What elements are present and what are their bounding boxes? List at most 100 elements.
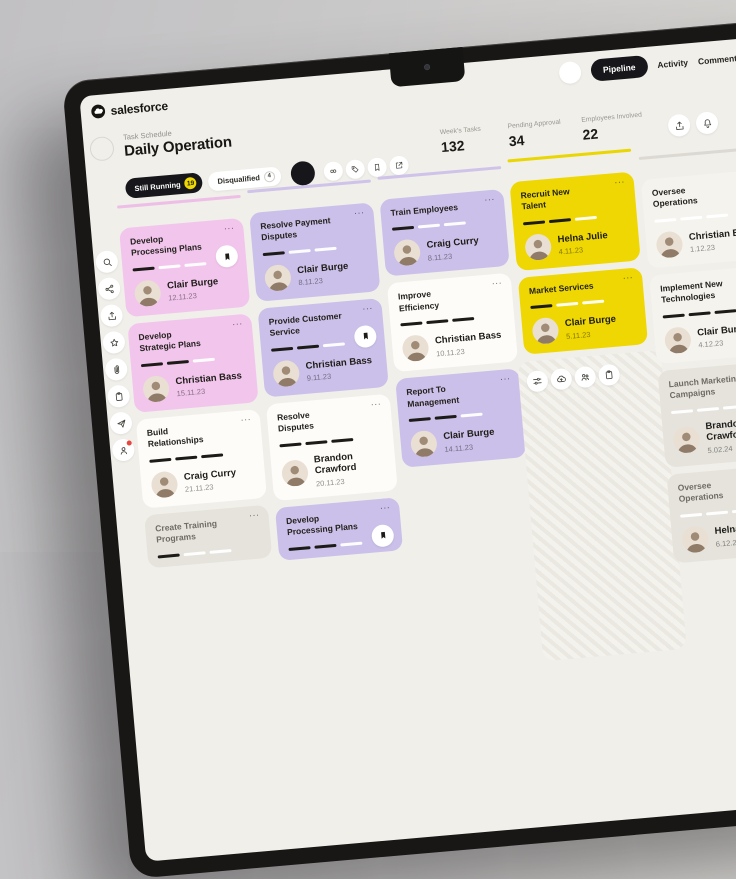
task-card[interactable]: Recruit New Talent ··· Helna Julie 4.11.23: [509, 171, 641, 271]
upload-button[interactable]: [99, 303, 124, 328]
assignee-name: Brandon Crawford: [704, 417, 736, 444]
due-date: 21.11.23: [184, 482, 214, 494]
user-add-button[interactable]: [111, 438, 136, 462]
card-menu-button[interactable]: ···: [223, 222, 235, 234]
assignee-name: Clair Burge: [696, 322, 736, 339]
header-actions: [667, 111, 719, 138]
card-menu-button[interactable]: ···: [248, 509, 260, 521]
bookmark-icon: [372, 162, 382, 172]
tag-button[interactable]: [344, 158, 366, 180]
task-title: Launch Marketing Campaigns: [668, 372, 736, 401]
task-card[interactable]: Develop Processing Plans ···: [274, 496, 404, 561]
star-button[interactable]: [101, 330, 126, 355]
avatar: [681, 524, 710, 554]
users-icon: [579, 371, 591, 383]
task-card[interactable]: Implement New Technologies···Clair Burge…: [649, 264, 736, 365]
avatar: [663, 326, 692, 355]
board-column: Resolve Payment Disputes ··· Clair Burge 8.…: [247, 179, 414, 683]
count-badge: 4: [263, 170, 276, 183]
cloud-icon: [555, 374, 567, 386]
webcam-notch: [388, 46, 466, 88]
task-card[interactable]: Market Services ··· Clair Burge 5.11.23: [517, 267, 649, 356]
assignee-name: Helna Julie: [714, 522, 736, 538]
task-card[interactable]: Create Training Programs ···: [144, 504, 273, 569]
board-column: Oversee Operations···Christian Bass1.12.…: [638, 146, 736, 649]
assignee-row: Christian Bass 15.11.23: [142, 368, 248, 403]
task-card[interactable]: Build Relationships ··· Craig Curry 21.11.2…: [135, 408, 267, 509]
progress-bar: [149, 451, 253, 463]
card-menu-button[interactable]: ···: [361, 302, 374, 314]
task-card[interactable]: Provide Customer Service ··· Christian Bas…: [257, 297, 389, 398]
due-date: 12.11.23: [167, 291, 198, 303]
notifications-button[interactable]: [558, 60, 583, 85]
bookmark-button[interactable]: [353, 324, 378, 349]
stat-value: 34: [508, 131, 526, 150]
task-card[interactable]: Develop Processing Plans ··· Clair Burge 12…: [118, 217, 251, 318]
bookmark-button[interactable]: [370, 523, 395, 548]
task-card[interactable]: Oversee Operations···Christian Bass1.12.…: [640, 169, 736, 269]
sliders-icon: [531, 376, 543, 388]
count-badge: 19: [184, 176, 198, 190]
task-card[interactable]: Report To Management ··· Clair Burge 14.11.…: [395, 368, 527, 469]
bookmark-button[interactable]: [214, 244, 239, 269]
filter-bar: Still Running 19 Disqualified 4: [124, 152, 410, 201]
assignee-row: Brandon Crawford 20.11.23: [280, 448, 388, 491]
assignee-row: Christian Bass 9.11.23: [272, 353, 378, 388]
task-card[interactable]: Develop Strategic Plans ··· Christian Bass…: [127, 313, 259, 413]
card-menu-button[interactable]: ···: [231, 318, 244, 330]
webcam-icon: [423, 63, 431, 71]
clipboard-icon: [603, 369, 615, 381]
bell-button[interactable]: [695, 111, 719, 135]
upload-icon: [106, 310, 118, 322]
progress-bar: [400, 315, 504, 327]
task-card[interactable]: Resolve Payment Disputes ··· Clair Burge 8.…: [249, 202, 381, 302]
card-menu-button[interactable]: ···: [499, 373, 511, 385]
task-card[interactable]: Resolve Disputes ··· Brandon Crawford 20.11…: [265, 393, 398, 501]
link-button[interactable]: [322, 160, 344, 182]
export-button[interactable]: [388, 154, 410, 176]
card-menu-button[interactable]: ···: [483, 193, 496, 205]
task-title: Develop Strategic Plans: [138, 329, 202, 354]
assignee-row: Christian Bass 1.12.23: [655, 224, 736, 259]
paperclip-button[interactable]: [104, 357, 129, 382]
progress-bar: [530, 297, 634, 310]
tab-activity[interactable]: Activity: [656, 57, 689, 71]
upload-icon: [673, 119, 685, 131]
card-menu-button[interactable]: ···: [491, 277, 503, 289]
task-card[interactable]: Launch Marketing Campaigns···Brandon Cra…: [657, 360, 736, 468]
progress-bar: [522, 213, 627, 226]
tab-pipeline[interactable]: Pipeline: [590, 54, 649, 82]
back-button[interactable]: [88, 135, 115, 162]
tab-comments[interactable]: Comments: [697, 52, 736, 67]
send-button[interactable]: [109, 411, 133, 436]
assignee-row: Clair Burge 12.11.23: [133, 272, 240, 308]
task-title: Report To Management: [405, 384, 460, 409]
bookmark-button[interactable]: [366, 156, 388, 178]
share-button[interactable]: [97, 276, 122, 301]
search-button[interactable]: [94, 249, 119, 274]
stat-label: Week's Tasks: [439, 125, 482, 137]
card-menu-button[interactable]: ···: [379, 501, 391, 513]
card-menu-button[interactable]: ···: [353, 207, 365, 219]
clipboard-button[interactable]: [597, 363, 621, 387]
avatar: [263, 263, 292, 292]
card-menu-button[interactable]: ···: [370, 398, 382, 410]
users-button[interactable]: [573, 366, 597, 389]
progress-bar: [670, 402, 736, 414]
clipboard-button[interactable]: [106, 384, 131, 409]
progress-bar: [392, 219, 496, 232]
card-menu-button[interactable]: ···: [622, 271, 634, 283]
cloud-button[interactable]: [549, 368, 573, 391]
task-card[interactable]: Oversee Operations···Helna Julie6.12.23: [666, 463, 736, 564]
card-menu-button[interactable]: ···: [613, 176, 626, 188]
upload-button[interactable]: [667, 113, 692, 138]
card-menu-button[interactable]: ···: [240, 413, 252, 425]
task-card[interactable]: Train Employees ··· Craig Curry 8.11.23: [379, 188, 510, 277]
task-card[interactable]: Improve Efficiency ··· Christian Bass 10.11…: [386, 273, 519, 373]
avatar: [672, 425, 701, 454]
avatar: [133, 279, 162, 308]
due-date: 4.11.23: [558, 245, 584, 257]
assignee-name: Brandon Crawford: [313, 450, 357, 477]
sliders-button[interactable]: [526, 370, 549, 393]
assignee-row: Clair Burge 4.12.23: [663, 319, 736, 355]
